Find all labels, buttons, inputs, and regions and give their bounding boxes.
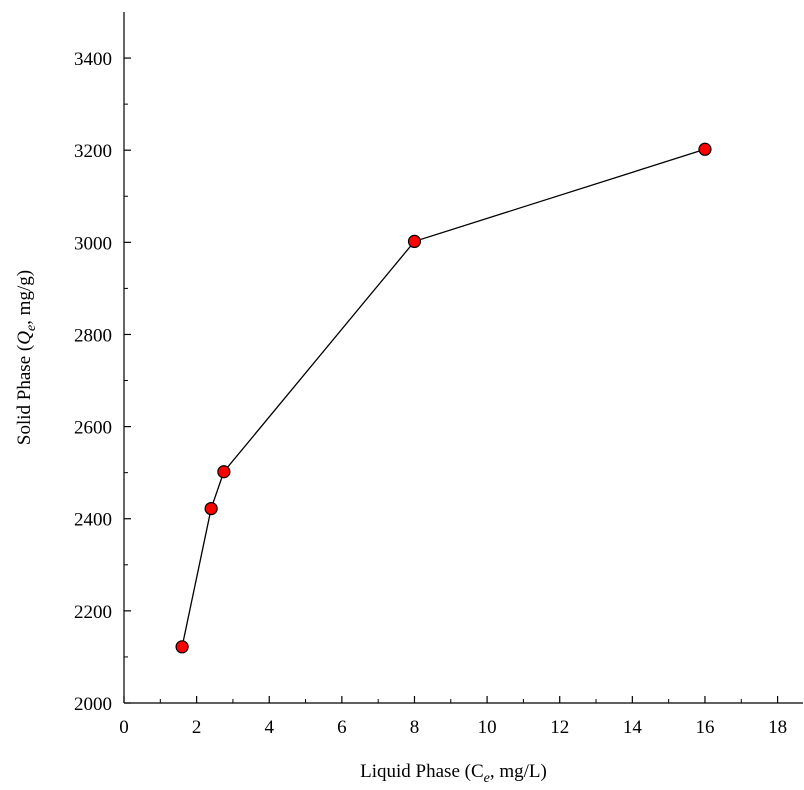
y-axis-title: Solid Phase (Qe, mg/g)	[14, 270, 39, 445]
y-ticks: 2000 2200 2400 2600 2800 3000 3200 3400	[74, 49, 131, 715]
x-tick-label: 12	[550, 717, 569, 738]
x-tick-label: 14	[623, 717, 643, 738]
y-tick-label: 2400	[74, 510, 112, 531]
x-tick-label: 6	[337, 717, 347, 738]
data-point	[204, 501, 218, 516]
x-tick-label: 10	[478, 717, 497, 738]
x-tick-label: 16	[695, 717, 714, 738]
y-tick-label: 2000	[74, 694, 112, 715]
x-ticks: 0 2 4 6 8 10 12 14 16 18	[119, 696, 787, 738]
y-tick-label: 3400	[74, 49, 112, 70]
x-tick-label: 8	[410, 717, 420, 738]
data-point	[217, 465, 231, 479]
data-point	[175, 640, 189, 654]
series-layer	[175, 142, 712, 654]
x-tick-label: 18	[768, 717, 787, 738]
series-line	[181, 148, 706, 647]
x-tick-label: 4	[264, 717, 274, 738]
x-tick-label: 0	[119, 717, 129, 738]
data-point	[698, 142, 712, 156]
y-tick-label: 2600	[74, 418, 112, 439]
y-tick-label: 2800	[74, 325, 112, 346]
data-point	[407, 234, 422, 249]
y-tick-label: 3200	[74, 141, 112, 162]
x-tick-label: 2	[192, 717, 202, 738]
axes	[123, 12, 803, 704]
x-axis-title: Liquid Phase (Ce, mg/L)	[360, 761, 547, 786]
y-tick-label: 3000	[74, 233, 112, 254]
y-tick-label: 2200	[74, 602, 112, 623]
